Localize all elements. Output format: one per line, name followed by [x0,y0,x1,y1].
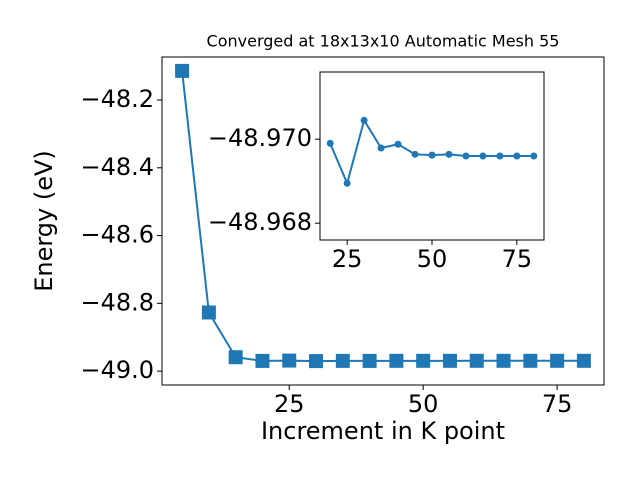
marker [175,63,190,78]
marker [228,350,243,365]
marker [513,152,521,160]
marker [445,150,453,158]
marker [255,353,270,368]
marker [576,353,591,368]
y-tick-label: −48.970 [208,124,312,152]
marker [335,353,350,368]
marker [343,179,351,187]
y-tick-label: −48.968 [208,208,312,236]
marker [479,152,487,160]
x-tick-label: 50 [417,245,448,273]
marker [282,353,297,368]
marker [362,353,377,368]
marker [496,152,504,160]
x-tick-label: 25 [332,245,363,273]
marker [411,150,419,158]
marker [416,353,431,368]
marker [309,354,324,369]
marker [442,353,457,368]
x-tick-label: 75 [502,245,533,273]
y-tick-label: −48.4 [80,153,154,181]
x-tick-label: 75 [542,390,573,418]
marker [326,139,334,147]
x-axis-label: Increment in K point [261,417,505,445]
marker [530,152,538,160]
marker [360,116,368,124]
y-axis-label: Energy (eV) [30,150,58,292]
marker [394,140,402,148]
marker [496,353,511,368]
series-line [181,70,584,363]
chart-title: Converged at 18x13x10 Automatic Mesh 55 [207,32,560,51]
x-tick-label: 50 [408,390,439,418]
y-tick-label: −49.0 [80,356,154,384]
marker [428,151,436,159]
marker [550,353,565,368]
marker [469,353,484,368]
marker [462,152,470,160]
marker [201,305,216,320]
y-tick-label: −48.8 [80,288,154,316]
marker [377,144,385,152]
y-tick-label: −48.2 [80,85,154,113]
marker [389,353,404,368]
marker [523,353,538,368]
x-tick-label: 25 [274,390,305,418]
y-tick-label: −48.6 [80,221,154,249]
